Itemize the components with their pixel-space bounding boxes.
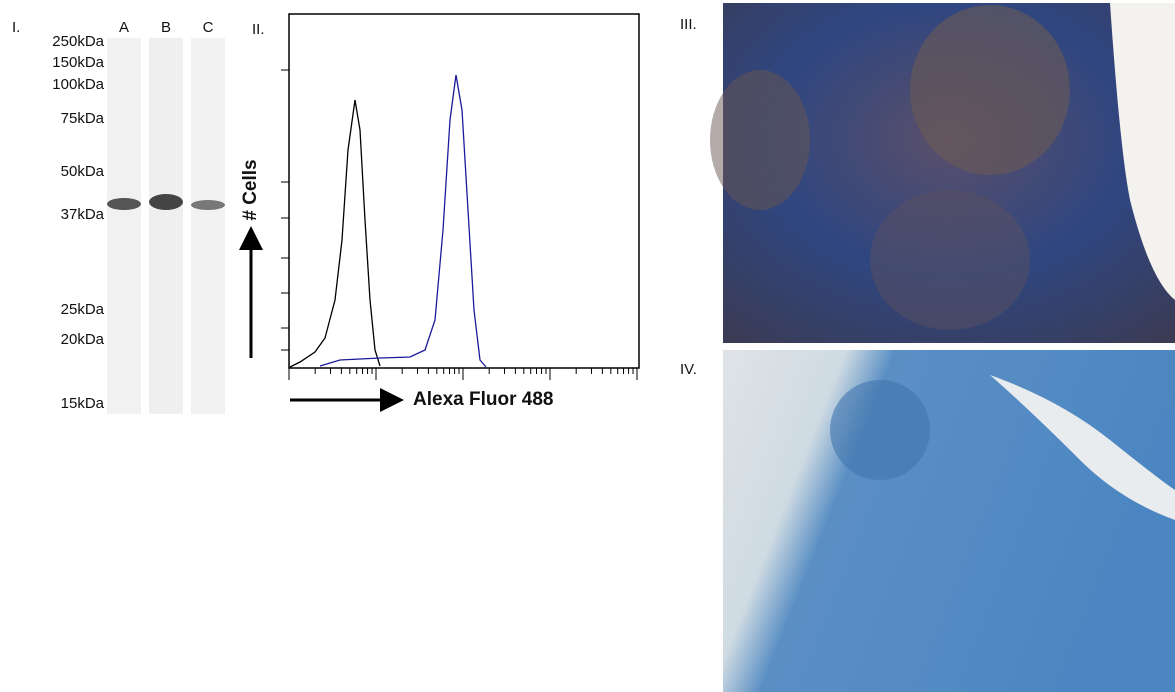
- lane-label: B: [161, 19, 171, 36]
- tissue: [710, 70, 810, 210]
- lane: [107, 38, 141, 414]
- tissue: [870, 190, 1030, 330]
- marker-label: 25kDa: [61, 301, 105, 318]
- marker-label: 50kDa: [61, 163, 105, 180]
- marker-label: 250kDa: [52, 33, 104, 50]
- lane-label: A: [119, 19, 129, 36]
- band: [107, 198, 141, 210]
- panel-label: II.: [252, 21, 265, 38]
- x-axis-label: Alexa Fluor 488: [413, 389, 553, 410]
- marker-label: 15kDa: [61, 395, 105, 412]
- lane: [149, 38, 183, 414]
- marker-label: 75kDa: [61, 110, 105, 127]
- band: [149, 194, 183, 210]
- histogram-stained: [319, 74, 487, 368]
- lane-label: C: [203, 19, 214, 36]
- panel-label: I.: [12, 19, 20, 36]
- panel-label: IV.: [680, 361, 697, 378]
- tissue: [910, 5, 1070, 175]
- marker-label: 37kDa: [61, 206, 105, 223]
- ihc-image: [723, 350, 1175, 692]
- blot-labels: A B C 250kDa 150kDa 100kDa 75kDa 50kDa 37kDa 25kD…: [52, 19, 213, 412]
- band: [191, 200, 225, 210]
- histogram-control: [289, 99, 381, 368]
- tissue: [830, 380, 930, 480]
- plot-frame: [288, 13, 640, 369]
- background: [1110, 3, 1175, 300]
- y-axis-label: # Cells: [240, 159, 261, 220]
- marker-label: 100kDa: [52, 76, 104, 93]
- marker-label: 150kDa: [52, 54, 104, 71]
- ticks: [281, 69, 638, 380]
- panel-label: III.: [680, 16, 697, 33]
- background: [990, 375, 1175, 520]
- marker-label: 20kDa: [61, 331, 105, 348]
- lane: [191, 38, 225, 414]
